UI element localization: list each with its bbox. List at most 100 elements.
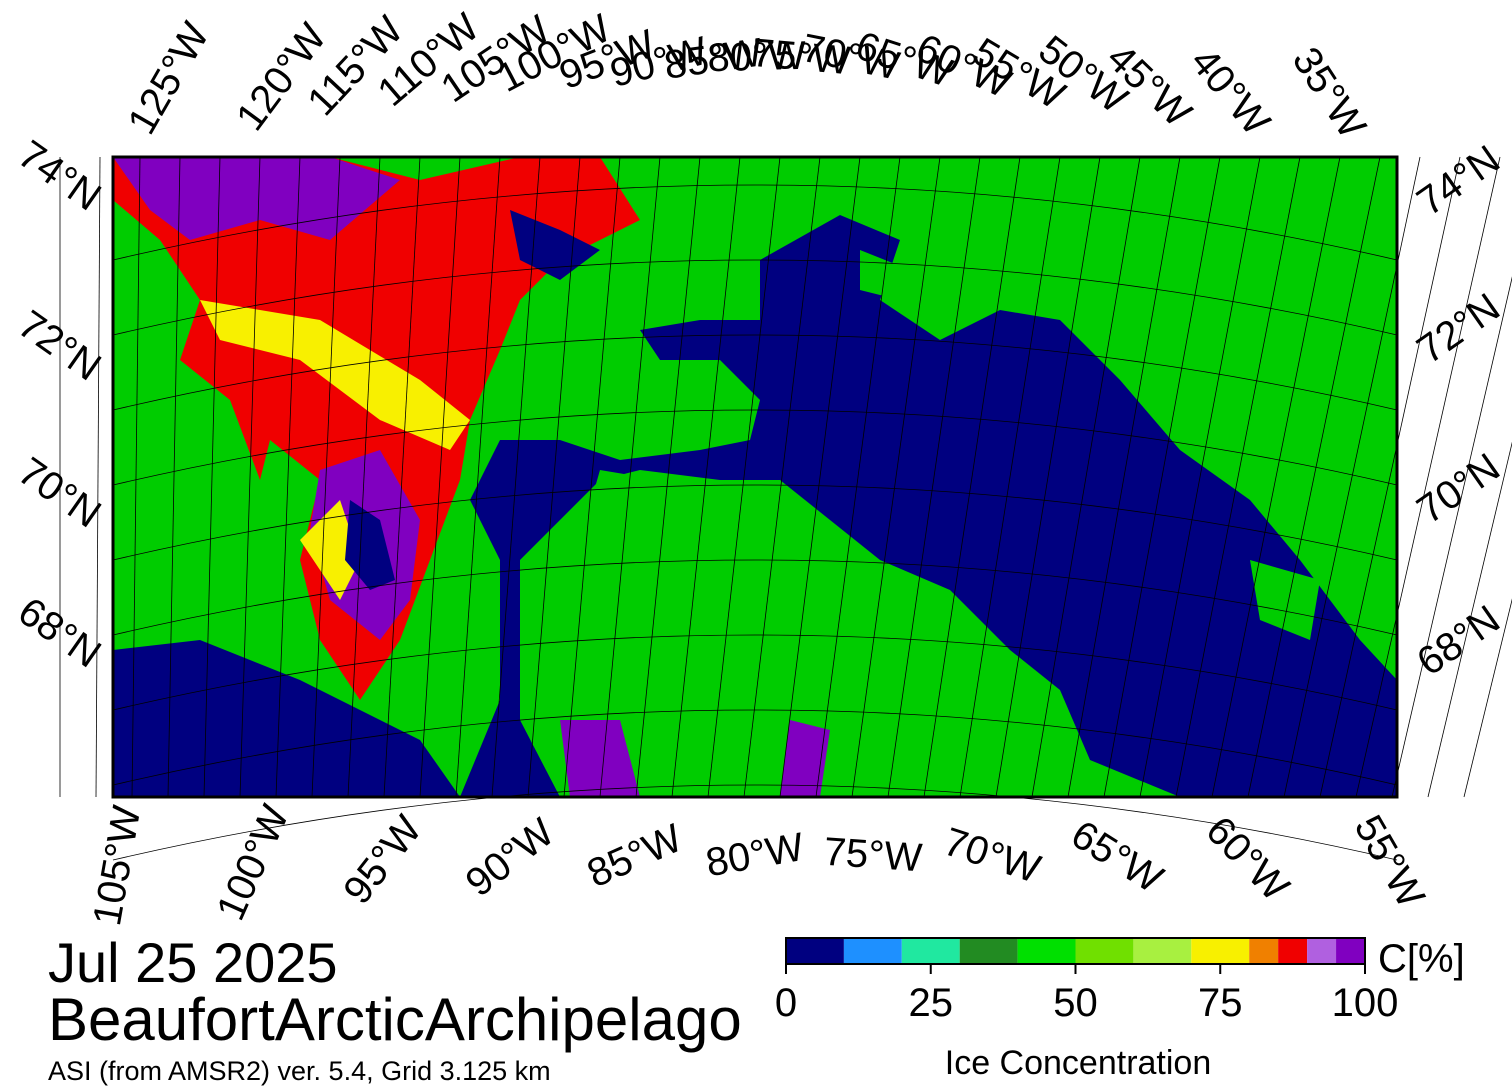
meridian [491, 156, 541, 798]
graticule [59, 156, 1512, 861]
lat-label: 72°N [10, 302, 108, 389]
meridian [383, 156, 421, 798]
meridian [923, 156, 1021, 798]
meridian [527, 156, 581, 798]
meridian [131, 156, 141, 798]
lon-label: 105°W [85, 802, 149, 929]
lon-label: 70°W [938, 820, 1045, 892]
sea [460, 215, 1397, 797]
colorbar-tick-label: 0 [775, 981, 797, 1025]
meridian [1067, 156, 1181, 798]
colorbar-title: Ice Concentration [945, 1044, 1212, 1082]
colorbar-segment [1017, 938, 1076, 964]
colorbar-segment [1278, 938, 1308, 964]
colorbar-segment [1307, 938, 1337, 964]
meridian [311, 156, 341, 798]
meridian [635, 156, 701, 798]
colorbar-segment [843, 938, 902, 964]
date: Jul 25 2025 [48, 931, 338, 994]
lon-label: 75°W [822, 830, 923, 881]
lon-label: 80°W [703, 825, 808, 885]
meridian [1103, 156, 1221, 798]
lon-label: 55°W [1346, 808, 1433, 915]
lon-label: 40°W [1182, 40, 1279, 144]
meridian [239, 156, 261, 798]
ice [113, 157, 830, 797]
meridian [1391, 276, 1512, 798]
colorbar-tick-label: 75 [1198, 981, 1243, 1025]
colorbar-segment [901, 938, 960, 964]
meridian [599, 156, 661, 798]
ice [200, 300, 470, 600]
lat-label: 74°N [10, 132, 108, 219]
lon-label: 80°W [707, 34, 807, 81]
sea [113, 640, 460, 797]
meridian [419, 156, 461, 798]
colorbar-segment [786, 938, 844, 964]
parallel [112, 709, 1398, 786]
meridian [1319, 156, 1461, 798]
meridian [347, 156, 381, 798]
meridian [203, 156, 221, 798]
meridian [671, 156, 741, 798]
subtitle: ASI (from AMSR2) ver. 5.4, Grid 3.125 km [48, 1056, 551, 1086]
meridian [1211, 156, 1341, 798]
lat-label: 68°N [10, 589, 108, 676]
lat-label: 74°N [1409, 137, 1507, 224]
meridian [1175, 156, 1301, 798]
colorbar: 0 25 50 75 100 [775, 937, 1398, 1025]
lon-label: 100°W [209, 799, 298, 927]
lon-label: 95°W [335, 808, 430, 913]
meridian [743, 156, 821, 798]
parallel [112, 634, 1398, 711]
parallel [112, 409, 1398, 486]
lon-label: 85°W [581, 816, 689, 896]
colorbar-segment [1191, 938, 1250, 964]
meridian [1463, 598, 1512, 798]
map-frame [111, 155, 1399, 799]
parallel [112, 259, 1398, 336]
colorbar-tick-label: 50 [1053, 981, 1098, 1025]
meridian [887, 156, 981, 798]
parallel [112, 184, 1398, 261]
meridian [455, 156, 501, 798]
colorbar-unit: C[%] [1378, 937, 1465, 981]
ice [113, 157, 640, 700]
parallel [112, 484, 1398, 561]
lat-label: 68°N [1409, 597, 1507, 684]
meridian [995, 156, 1101, 798]
meridian [95, 156, 101, 798]
map [59, 155, 1512, 861]
sea [345, 210, 600, 590]
meridian [1031, 156, 1141, 798]
parallel [112, 559, 1398, 636]
lon-label: 90°W [458, 810, 563, 905]
lon-label: 125°W [120, 15, 218, 142]
colorbar-segment [959, 938, 1018, 964]
meridian [851, 156, 941, 798]
colorbar-segment [1133, 938, 1192, 964]
lat-label: 70°N [10, 449, 108, 536]
parallel [112, 334, 1398, 411]
lon-label: 60°W [1197, 808, 1297, 909]
meridian [959, 156, 1061, 798]
meridian [167, 156, 181, 798]
lon-label: 75°W [750, 31, 852, 83]
colorbar-segment [1075, 938, 1134, 964]
colorbar-tick-label: 25 [909, 981, 954, 1025]
parallel [112, 784, 1398, 861]
meridian [1427, 441, 1512, 798]
colorbar-segment [1336, 938, 1365, 964]
lon-label: 35°W [1284, 40, 1375, 147]
meridian [1139, 156, 1261, 798]
colorbar-segment [1249, 938, 1279, 964]
lat-label: 70°N [1409, 445, 1507, 532]
meridian [1355, 156, 1501, 798]
meridian [779, 156, 861, 798]
meridian [707, 156, 781, 798]
meridian [815, 156, 901, 798]
lon-label: 65°W [1064, 812, 1171, 902]
region: BeaufortArcticArchipelago [48, 986, 742, 1053]
meridian [1247, 156, 1381, 798]
